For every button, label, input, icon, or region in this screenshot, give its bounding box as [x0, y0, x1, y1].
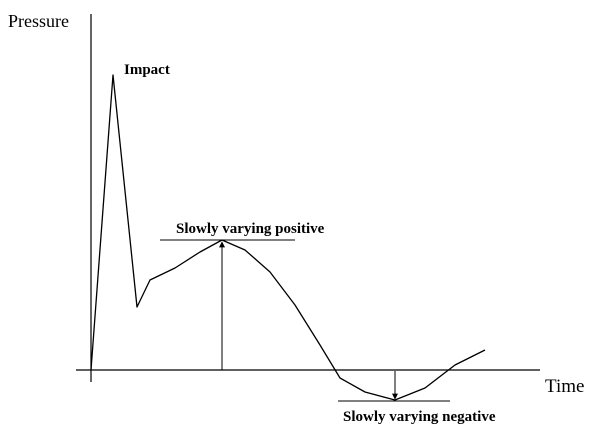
pressure-curve [90, 74, 486, 401]
impact-label: Impact [124, 62, 170, 78]
negative-label: Slowly varying negative [343, 409, 496, 425]
x-axis-label: Time [545, 376, 584, 397]
positive-label: Slowly varying positive [176, 221, 325, 237]
y-axis-label: Pressure [8, 11, 69, 31]
